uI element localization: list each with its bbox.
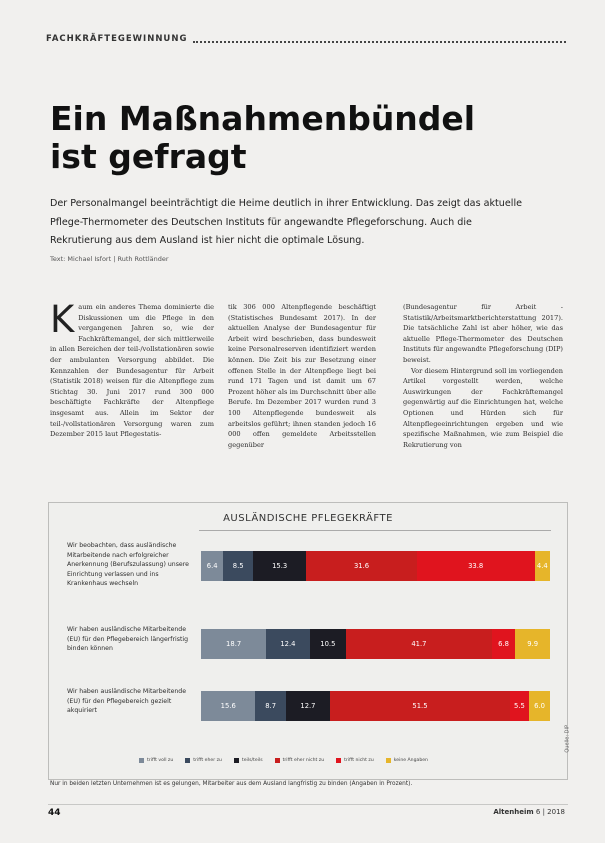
magazine-issue: 6 | 2018 <box>535 808 565 816</box>
body-text-1: aum ein anderes Thema dominierte die Dis… <box>50 303 214 439</box>
page-number: 44 <box>48 808 61 818</box>
bar-segment-keine-angaben: 9.9 <box>515 629 550 659</box>
legend-swatch <box>233 758 239 763</box>
bar-segment-keine-angaben: 6.0 <box>529 691 550 721</box>
stacked-bar: 15.6 8.7 12.7 51.5 5.5 6.0 <box>201 691 550 721</box>
legend-label: teils/teils <box>241 758 263 763</box>
data-label: 9.9 <box>527 640 539 648</box>
data-label: 4.4 <box>536 562 548 570</box>
article-byline: Text: Michael Isfort | Ruth Rottländer <box>50 255 169 263</box>
data-label: 6.8 <box>498 640 509 648</box>
legend-item: keine Angaben <box>385 758 428 763</box>
data-label: 8.5 <box>232 562 244 570</box>
legend-swatch <box>274 758 280 763</box>
bar-segment-trifft-voll-zu: 15.6 <box>201 691 256 721</box>
legend-label: trifft eher nicht zu <box>282 758 325 763</box>
article-title: Ein Maßnahmenbündel ist gefragt <box>50 99 476 176</box>
body-column-2: tik 306 000 Altenpflegende beschäftigt (… <box>228 302 376 450</box>
data-label: 15.3 <box>272 562 288 570</box>
body-text-3a: (Bundesagentur für Arbeit -Statistik/Arb… <box>403 303 563 364</box>
chart-title-rule <box>199 530 551 531</box>
data-label: 33.8 <box>468 562 484 570</box>
data-label: 18.7 <box>226 640 242 648</box>
legend-swatch <box>139 758 144 763</box>
bar-segment-trifft-nicht-zu: 5.5 <box>509 691 530 721</box>
legend-item: trifft eher zu <box>185 758 222 763</box>
bar-segment-trifft-eher-nicht-zu: 51.5 <box>330 691 510 721</box>
section-kicker: FACHKRÄFTEGEWINNUNG <box>46 34 188 44</box>
legend-item: trifft nicht zu <box>336 758 374 763</box>
legend-item: trifft voll zu <box>139 758 173 763</box>
data-label: 12.7 <box>300 702 316 710</box>
body-column-1: K aum ein anderes Thema dominierte die D… <box>50 298 214 440</box>
footer-rule <box>48 804 568 805</box>
data-label: 6.0 <box>534 702 545 710</box>
bar-segment-teils-teils: 15.3 <box>252 551 307 581</box>
bar-segment-trifft-voll-zu: 6.4 <box>201 551 224 581</box>
data-label: 41.7 <box>411 640 427 648</box>
data-label: 8.7 <box>265 702 277 710</box>
bar-segment-trifft-eher-zu: 8.7 <box>255 691 286 721</box>
chart-title: AUSLÄNDISCHE PFLEGEKRÄFTE <box>223 513 393 524</box>
bar-segment-trifft-eher-zu: 12.4 <box>266 629 310 659</box>
data-label: 51.5 <box>412 702 428 710</box>
legend-item: trifft eher nicht zu <box>274 758 325 763</box>
bar-segment-teils-teils: 12.7 <box>285 691 331 721</box>
legend-label: trifft voll zu <box>147 758 174 763</box>
legend-swatch <box>185 758 191 763</box>
data-label: 10.5 <box>320 640 336 648</box>
body-text-2: tik 306 000 Altenpflegende beschäftigt (… <box>228 303 376 449</box>
magazine-footer: Altenheim 6 | 2018 <box>493 808 565 816</box>
bar-segment-trifft-eher-zu: 8.5 <box>223 551 253 581</box>
bar-segment-trifft-eher-nicht-zu: 31.6 <box>306 551 417 581</box>
dotted-rule <box>193 35 566 43</box>
body-text-3b: Vor diesem Hintergrund soll im vorliegen… <box>403 366 563 449</box>
bar-segment-keine-angaben: 4.4 <box>534 551 550 581</box>
drop-cap: K <box>50 298 75 341</box>
data-label: 31.6 <box>353 562 370 570</box>
data-label: 12.4 <box>280 640 296 648</box>
data-label: 15.6 <box>220 702 236 710</box>
category-label: Wir haben ausländische Mitarbeitende (EU… <box>67 688 187 714</box>
legend-label: trifft nicht zu <box>344 758 374 763</box>
chart-source: Quelle: DIP <box>565 725 571 753</box>
chart-panel: AUSLÄNDISCHE PFLEGEKRÄFTE Wir beobachten… <box>48 502 571 780</box>
section-header: FACHKRÄFTEGEWINNUNG <box>46 32 566 46</box>
legend-swatch <box>336 758 342 763</box>
stacked-bar: 6.4 8.5 15.3 31.6 33.8 4.4 <box>201 551 550 581</box>
category-label: Wir beobachten, dass ausländische Mitarb… <box>67 542 189 587</box>
category-label: Wir haben ausländische Mitarbeitende (EU… <box>67 626 189 652</box>
stacked-bar: 18.7 12.4 10.5 41.7 6.8 9.9 <box>201 629 550 659</box>
article-lead: Der Personalmangel beeinträchtigt die He… <box>50 198 523 246</box>
chart-legend: trifft voll zu trifft eher zu teils/teils t… <box>139 758 428 763</box>
data-label: 5.5 <box>514 702 525 710</box>
legend-label: keine Angaben <box>393 758 428 763</box>
legend-item: teils/teils <box>233 758 263 763</box>
legend-label: trifft eher zu <box>193 758 222 763</box>
bar-segment-teils-teils: 10.5 <box>309 629 347 659</box>
legend-swatch <box>385 758 391 763</box>
bar-segment-trifft-nicht-zu: 33.8 <box>416 551 535 581</box>
bar-segment-trifft-voll-zu: 18.7 <box>201 629 267 659</box>
chart-caption: Nur in beiden letzten Unternehmen ist es… <box>50 781 413 787</box>
body-column-3: (Bundesagentur für Arbeit -Statistik/Arb… <box>403 302 563 450</box>
bar-segment-trifft-eher-nicht-zu: 41.7 <box>346 629 492 659</box>
data-label: 6.4 <box>206 562 218 570</box>
magazine-name: Altenheim <box>493 808 534 816</box>
bar-segment-trifft-nicht-zu: 6.8 <box>491 629 516 659</box>
